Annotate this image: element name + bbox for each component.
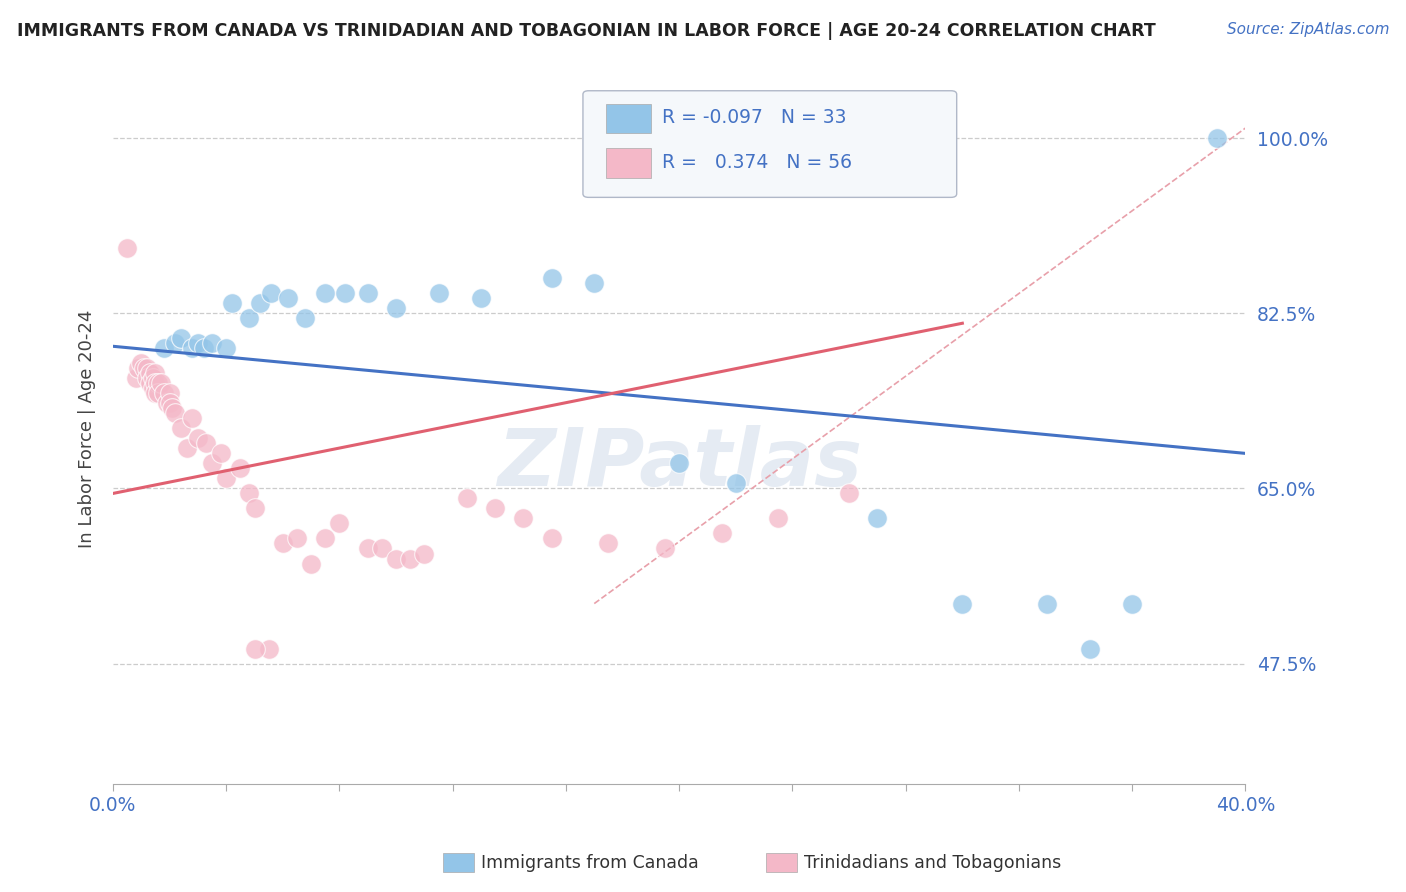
Point (127, 361, 149, 376)
Text: R = -0.097   N = 33: R = -0.097 N = 33 (662, 108, 846, 128)
Point (260, 286, 283, 301)
Point (710, 526, 733, 541)
Point (285, 532, 308, 546)
Point (142, 381, 165, 395)
Point (148, 386, 170, 401)
Point (215, 341, 238, 355)
Point (1206, 131, 1229, 145)
Point (150, 376, 173, 391)
Point (187, 431, 209, 445)
Point (165, 336, 187, 351)
Point (162, 401, 184, 416)
Point (201, 457, 224, 471)
Point (124, 371, 146, 385)
Point (413, 547, 436, 561)
Point (583, 276, 606, 290)
Point (257, 641, 280, 656)
Point (165, 406, 187, 420)
Point (238, 311, 260, 326)
Point (229, 461, 252, 475)
Point (153, 341, 176, 355)
Point (195, 436, 218, 450)
Point (470, 291, 492, 305)
Point (540, 271, 562, 285)
Point (768, 176, 790, 190)
Point (427, 286, 450, 301)
Point (170, 421, 193, 435)
Point (314, 286, 336, 301)
Point (299, 557, 322, 571)
Point (243, 501, 266, 516)
Bar (606, 103, 651, 134)
Point (193, 341, 215, 355)
Point (738, 176, 761, 190)
Point (1036, 597, 1059, 611)
Point (181, 341, 204, 355)
Point (328, 516, 350, 531)
Y-axis label: In Labor Force | Age 20-24: In Labor Force | Age 20-24 (79, 310, 96, 548)
Point (598, 536, 620, 550)
Point (135, 371, 157, 385)
Point (724, 476, 747, 491)
Point (145, 367, 167, 381)
Point (129, 356, 152, 370)
Point (838, 486, 860, 500)
Point (159, 386, 181, 401)
Point (654, 541, 676, 556)
Point (115, 241, 138, 255)
Point (1121, 597, 1143, 611)
Point (135, 361, 157, 376)
FancyBboxPatch shape (583, 91, 956, 197)
Point (243, 641, 266, 656)
Point (950, 597, 973, 611)
Point (668, 457, 690, 471)
Text: IMMIGRANTS FROM CANADA VS TRINIDADIAN AND TOBAGONIAN IN LABOR FORCE | AGE 20-24 : IMMIGRANTS FROM CANADA VS TRINIDADIAN AN… (17, 22, 1156, 40)
Point (132, 361, 155, 376)
Point (1078, 641, 1101, 656)
Point (209, 446, 232, 460)
Point (145, 386, 167, 401)
Point (187, 336, 209, 351)
Point (221, 296, 243, 310)
Point (512, 511, 534, 525)
Point (314, 532, 336, 546)
Point (249, 296, 271, 310)
Point (333, 286, 356, 301)
Point (357, 541, 380, 556)
Point (385, 551, 408, 566)
Point (142, 371, 165, 385)
Text: Source: ZipAtlas.com: Source: ZipAtlas.com (1226, 22, 1389, 37)
Point (148, 376, 170, 391)
Point (170, 331, 193, 345)
Point (201, 336, 224, 351)
Point (156, 396, 179, 410)
Text: R =   0.374   N = 56: R = 0.374 N = 56 (662, 153, 852, 172)
Point (139, 367, 162, 381)
Point (385, 301, 408, 316)
Text: ZIPatlas: ZIPatlas (496, 425, 862, 503)
Point (139, 376, 162, 391)
Point (294, 311, 316, 326)
Point (145, 376, 167, 391)
Point (238, 486, 260, 500)
Text: Immigrants from Canada: Immigrants from Canada (481, 854, 699, 871)
Point (866, 511, 889, 525)
Text: Trinidadians and Tobagonians: Trinidadians and Tobagonians (804, 854, 1062, 871)
Bar (606, 148, 651, 178)
Point (215, 471, 238, 485)
Point (176, 442, 198, 456)
Point (371, 541, 394, 556)
Point (357, 286, 380, 301)
Point (271, 536, 294, 550)
Point (399, 551, 422, 566)
Point (153, 386, 176, 401)
Point (159, 396, 181, 410)
Point (456, 491, 478, 506)
Point (768, 511, 790, 525)
Point (277, 291, 299, 305)
Point (484, 501, 506, 516)
Point (540, 532, 562, 546)
Point (181, 411, 204, 425)
Point (796, 176, 818, 190)
